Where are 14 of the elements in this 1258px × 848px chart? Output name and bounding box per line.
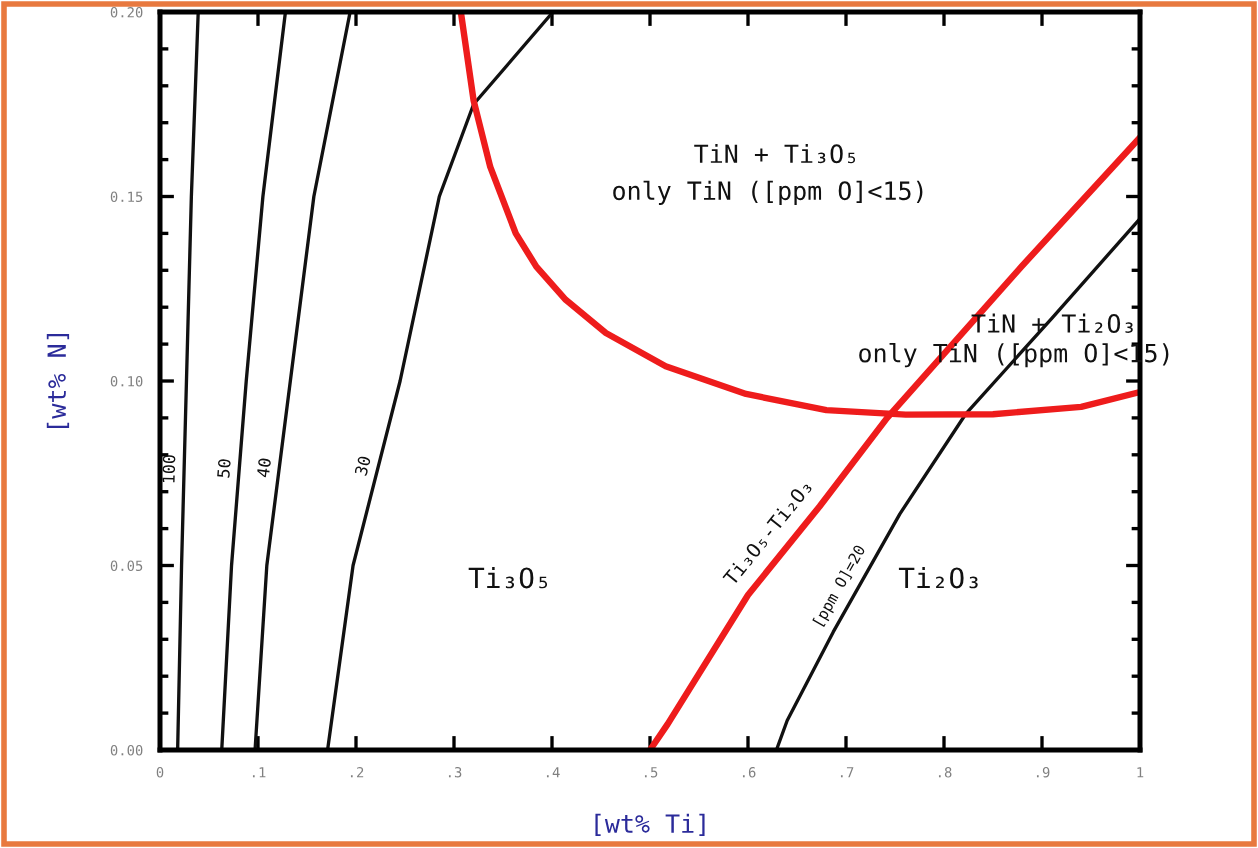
text: 30 <box>354 455 371 476</box>
annotation: Ti₂O₃ <box>898 566 978 589</box>
x-axis-title: [wt% Ti] <box>595 813 705 836</box>
annotation: only TiN ([ppm O]<15) <box>613 180 923 205</box>
line-series <box>253 12 352 750</box>
y-axis-title: [wt% N] <box>46 333 70 429</box>
annotation: TiN + Ti₃O₅ <box>694 143 856 164</box>
text: 40 <box>256 457 272 478</box>
line-series <box>220 12 288 750</box>
line-series <box>325 12 555 750</box>
annotation: Ti₃O₅ <box>468 566 548 589</box>
text: 50 <box>216 458 231 478</box>
line-series <box>175 12 200 750</box>
text: 100 <box>162 455 176 483</box>
